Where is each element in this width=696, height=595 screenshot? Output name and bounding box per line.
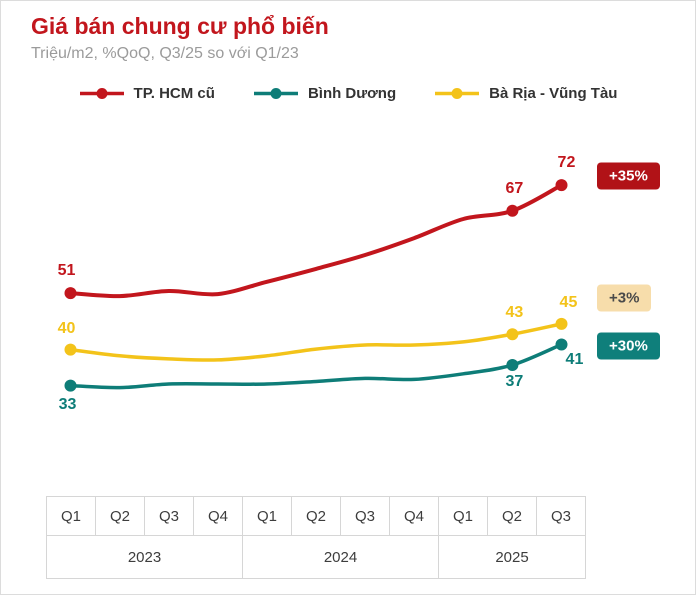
- quarter-cell: Q3: [144, 496, 194, 536]
- quarter-row: Q1 Q2 Q3 Q4 Q1 Q2 Q3 Q4 Q1 Q2 Q3: [46, 496, 586, 536]
- point-value-label: 67: [505, 179, 524, 197]
- data-point: [506, 328, 519, 341]
- chart-title: Giá bán chung cư phổ biến: [31, 13, 329, 39]
- legend-line-dot-icon: [79, 88, 124, 99]
- legend: TP. HCM cũ Bình Dương Bà Rịa - Vũng Tàu: [1, 85, 695, 102]
- quarter-cell: Q2: [487, 496, 537, 536]
- legend-label: TP. HCM cũ: [133, 85, 215, 102]
- data-point: [64, 287, 77, 300]
- legend-item-0[interactable]: TP. HCM cũ: [79, 85, 215, 102]
- point-value-label: 33: [58, 395, 77, 413]
- change-badge: +3%: [597, 284, 652, 312]
- data-point: [506, 204, 519, 217]
- quarter-cell: Q2: [291, 496, 341, 536]
- year-cell: 2025: [438, 535, 586, 579]
- point-value-label: 40: [57, 319, 76, 337]
- data-point: [64, 379, 77, 392]
- point-value-label: 43: [505, 304, 524, 322]
- point-value-label: 72: [557, 154, 576, 172]
- point-value-label: 45: [559, 293, 578, 311]
- year-row: 2023 2024 2025: [46, 535, 586, 579]
- quarter-cell: Q4: [193, 496, 243, 536]
- year-cell: 2023: [46, 535, 243, 579]
- quarter-cell: Q3: [536, 496, 586, 536]
- change-badge: +35%: [597, 162, 660, 190]
- chart-subtitle: Triệu/m2, %QoQ, Q3/25 so với Q1/23: [31, 45, 299, 62]
- quarter-cell: Q1: [46, 496, 96, 536]
- point-value-label: 51: [57, 262, 76, 280]
- x-axis-table: Q1 Q2 Q3 Q4 Q1 Q2 Q3 Q4 Q1 Q2 Q3 2023 2024 2025: [46, 496, 586, 579]
- point-value-label: 37: [505, 373, 524, 391]
- legend-line-dot-icon: [253, 88, 298, 99]
- quarter-cell: Q3: [340, 496, 390, 536]
- quarter-cell: Q1: [438, 496, 488, 536]
- legend-item-1[interactable]: Bình Dương: [253, 85, 396, 102]
- change-badge: +30%: [597, 332, 660, 360]
- quarter-cell: Q2: [95, 496, 145, 536]
- data-point: [64, 343, 77, 356]
- series-line-2: [68, 342, 564, 390]
- data-point: [555, 317, 568, 330]
- legend-line-dot-icon: [435, 88, 480, 99]
- legend-label: Bình Dương: [307, 85, 397, 102]
- data-point: [555, 179, 568, 192]
- series-line-1: [68, 322, 564, 362]
- data-point: [506, 359, 519, 371]
- data-point: [555, 338, 568, 351]
- year-cell: 2024: [242, 535, 439, 579]
- quarter-cell: Q1: [242, 496, 292, 536]
- series-line-0: [68, 183, 564, 299]
- point-value-label: 41: [565, 351, 584, 369]
- legend-label: Bà Rịa - Vũng Tàu: [489, 85, 618, 102]
- legend-item-2[interactable]: Bà Rịa - Vũng Tàu: [434, 85, 617, 102]
- quarter-cell: Q4: [389, 496, 439, 536]
